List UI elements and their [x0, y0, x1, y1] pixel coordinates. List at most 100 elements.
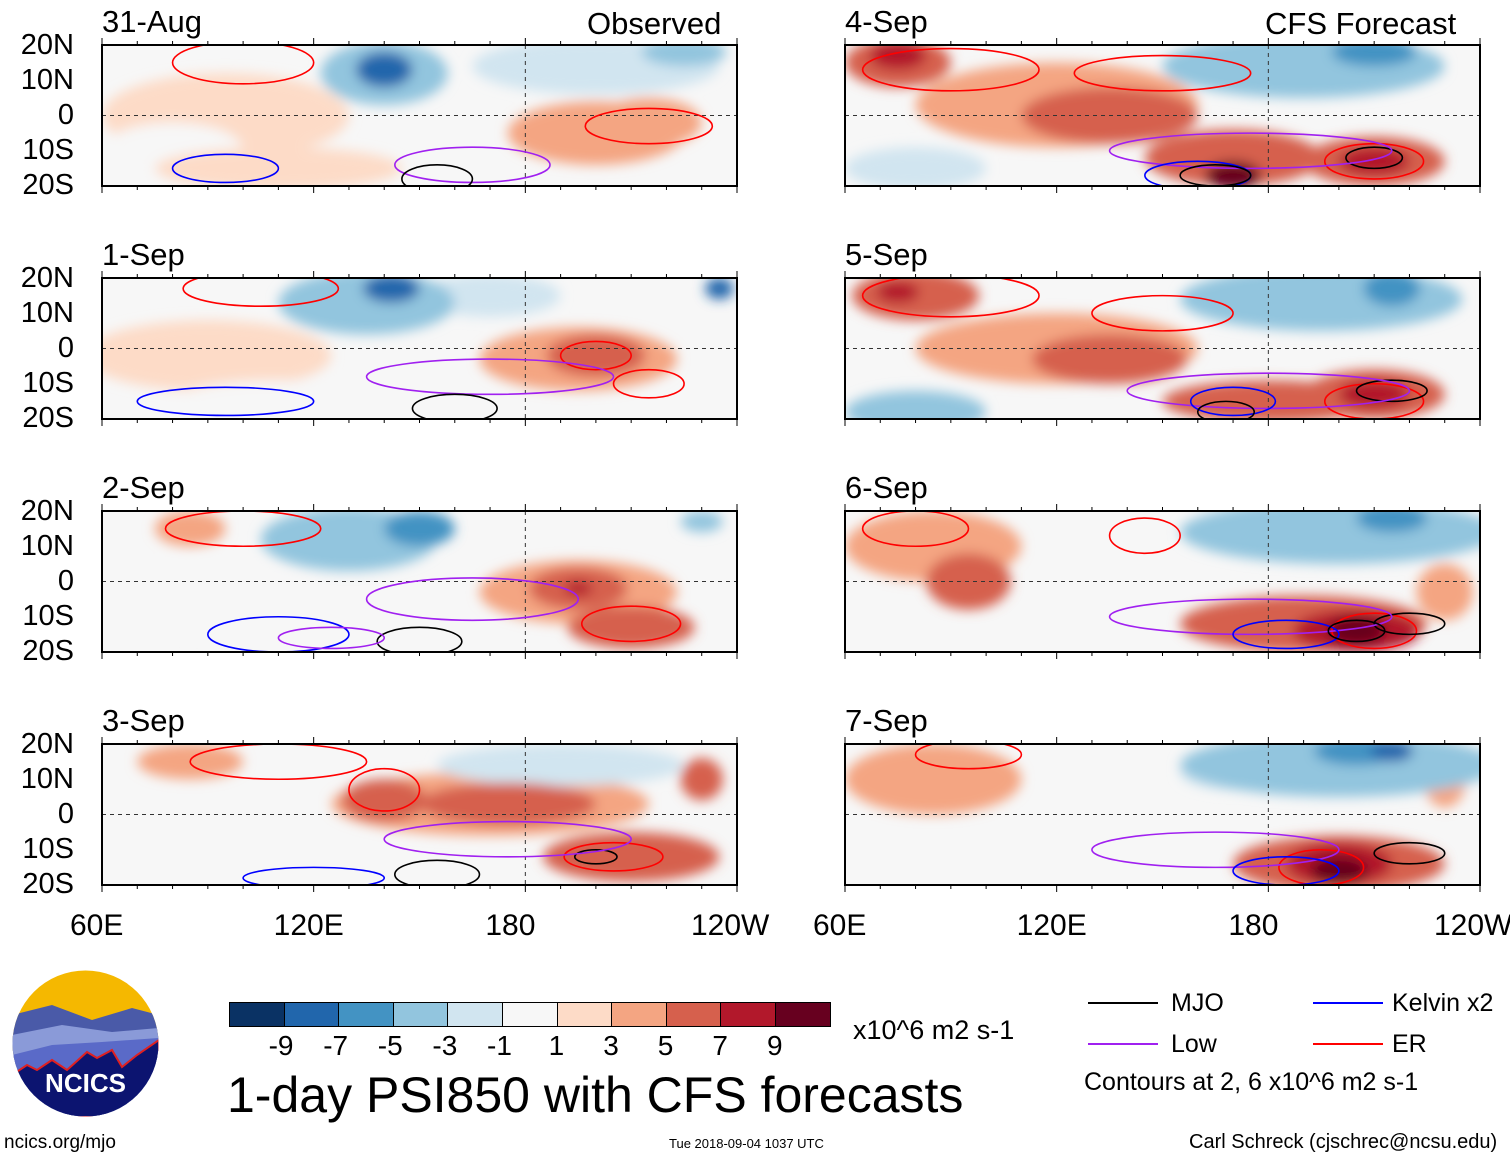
anomaly-blob	[356, 52, 413, 88]
contour-low	[365, 577, 580, 622]
anomaly-blob	[1144, 129, 1322, 186]
colorbar-level-label: -9	[268, 1030, 294, 1061]
colorbar-swatch	[339, 1003, 394, 1026]
forecast-title: CFS Forecast	[1265, 6, 1457, 41]
contour-er	[1278, 848, 1365, 885]
lon-tick-label: 180	[1228, 909, 1279, 942]
map-panel-4-sep	[844, 38, 1481, 193]
colorbar-level-label: 3	[603, 1030, 619, 1061]
timestamp: Tue 2018-09-04 1037 UTC	[669, 1136, 824, 1151]
contour-kelvin	[1232, 856, 1340, 885]
colorbar-swatch	[557, 1003, 613, 1026]
lon-tick-label: 120E	[1016, 909, 1087, 942]
contour-kelvin	[207, 615, 350, 652]
contour-er	[1323, 382, 1425, 419]
contour-note: Contours at 2, 6 x10^6 m2 s-1	[1084, 1068, 1419, 1096]
colorbar-level-label: -5	[377, 1030, 403, 1061]
contour-mjo	[401, 164, 474, 186]
colorbar-level-label: 1	[548, 1030, 565, 1061]
colorbar-swatch	[502, 1003, 558, 1026]
contour-er	[182, 278, 340, 307]
legend-line-mjo	[1088, 1002, 1158, 1004]
panel-date-label: 4-Sep	[845, 4, 928, 39]
anomaly-blob	[641, 45, 727, 67]
contour-mjo	[394, 859, 481, 885]
legend-label-er: ER	[1392, 1030, 1427, 1058]
legend-label-kelvin: Kelvin x2	[1392, 989, 1494, 1017]
lat-tick-label: 20N	[20, 728, 74, 760]
contour-kelvin	[136, 386, 315, 417]
anomaly-blob	[1338, 147, 1410, 176]
legend-line-er	[1313, 1043, 1383, 1045]
anomaly-blob	[564, 581, 593, 596]
contour-er	[584, 107, 714, 145]
contour-er	[189, 744, 368, 781]
anomaly-blob	[845, 390, 987, 419]
lat-tick-label: 0	[57, 798, 74, 830]
anomaly-blob	[341, 779, 427, 822]
contour-mjo	[1196, 400, 1256, 419]
anomaly-blob	[1416, 563, 1473, 621]
anomaly-blob	[102, 563, 314, 635]
field-layer	[845, 511, 1480, 652]
anomaly-blob	[102, 828, 244, 885]
panel-date-label: 31-Aug	[102, 4, 202, 39]
contour-low	[1091, 831, 1340, 869]
map-panel-5-sep	[844, 271, 1481, 426]
lat-tick-label: 10N	[20, 297, 74, 329]
lon-tick-label: 120W	[691, 909, 770, 942]
contour-mjo	[1179, 164, 1252, 186]
lat-tick-label: 20S	[22, 169, 74, 201]
contour-er	[348, 767, 421, 812]
lat-tick-label: 10N	[20, 530, 74, 562]
legend-line-low	[1088, 1043, 1158, 1045]
anomaly-group	[845, 511, 1480, 652]
lat-tick-label: 20N	[20, 262, 74, 294]
contour-low	[1108, 598, 1393, 636]
contour-er	[171, 45, 315, 85]
lat-tick-label: 10S	[22, 833, 74, 865]
lat-tick-label: 0	[57, 332, 74, 364]
colorbar-swatch	[612, 1003, 667, 1026]
contour-er	[580, 605, 682, 643]
field-layer	[102, 278, 737, 419]
lat-tick-label: 20N	[20, 29, 74, 61]
ncics-logo: NCICS	[12, 970, 159, 1117]
lat-tick-label: 10S	[22, 600, 74, 632]
colorbar-level-label: -3	[432, 1030, 458, 1061]
contour-mjo	[1373, 612, 1446, 636]
contour-low	[277, 626, 386, 650]
panel-date-label: 1-Sep	[102, 237, 185, 272]
anomaly-blob	[1328, 616, 1385, 645]
anomaly-blob	[437, 744, 685, 787]
lat-tick-label: 10S	[22, 134, 74, 166]
contour-low	[365, 358, 615, 396]
anomaly-blob	[680, 758, 723, 801]
lat-tick-label: 20S	[22, 635, 74, 667]
colorbar-swatch	[775, 1003, 830, 1026]
svg-text:NCICS: NCICS	[45, 1068, 126, 1098]
anomaly-blob	[845, 147, 987, 186]
map-panel-31-aug	[101, 38, 738, 193]
panel-date-label: 5-Sep	[845, 237, 928, 272]
lat-tick-label: 10N	[20, 64, 74, 96]
figure-title: 1-day PSI850 with CFS forecasts	[227, 1067, 964, 1123]
colorbar-swatch	[721, 1003, 776, 1026]
lon-tick-label: 60E	[70, 909, 124, 942]
legend-line-kelvin	[1313, 1002, 1383, 1004]
field-layer	[102, 45, 737, 186]
colorbar-swatch	[393, 1003, 449, 1026]
contour-mjo	[1345, 146, 1404, 170]
panel-date-label: 3-Sep	[102, 703, 185, 738]
lat-tick-label: 10N	[20, 763, 74, 795]
anomaly-blob	[154, 511, 226, 547]
site-url: ncics.org/mjo	[4, 1132, 116, 1153]
contour-er	[914, 744, 1023, 770]
contour-low	[1108, 132, 1393, 170]
contour-low	[383, 820, 632, 858]
observed-title: Observed	[587, 6, 722, 41]
anomaly-blob	[1370, 744, 1413, 762]
contour-kelvin	[242, 866, 386, 885]
field-layer	[845, 45, 1480, 186]
